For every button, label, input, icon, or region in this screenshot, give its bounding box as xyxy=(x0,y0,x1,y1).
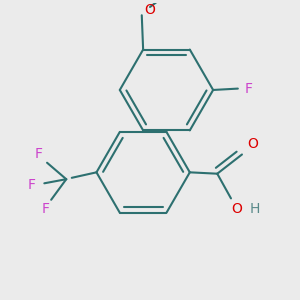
Text: F: F xyxy=(35,148,43,161)
Text: F: F xyxy=(28,178,36,192)
Text: F: F xyxy=(245,82,253,96)
Text: H: H xyxy=(249,202,260,216)
Text: O: O xyxy=(248,136,258,151)
Text: F: F xyxy=(42,202,50,216)
Text: O: O xyxy=(145,3,155,17)
Text: O: O xyxy=(231,202,242,216)
